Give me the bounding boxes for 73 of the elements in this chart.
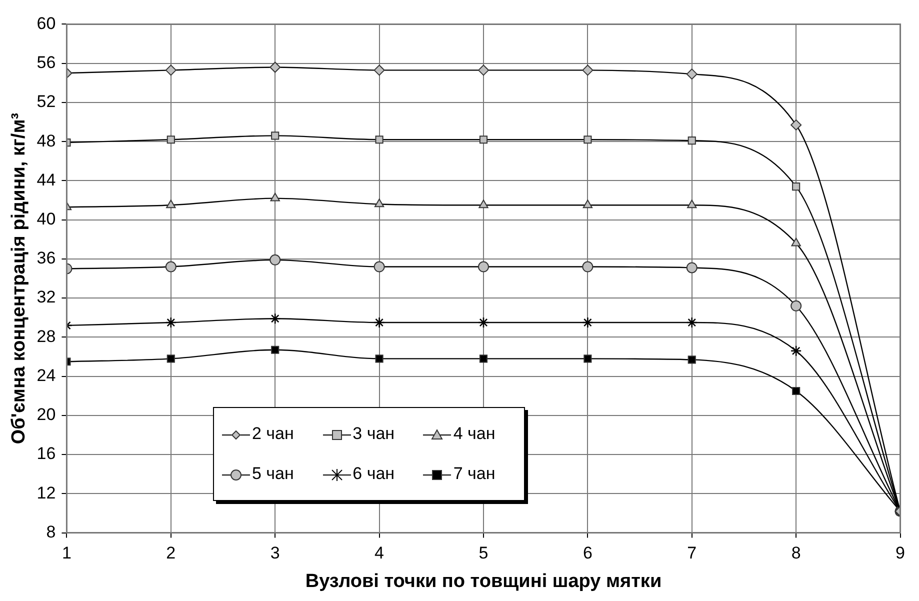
point	[478, 316, 490, 328]
point	[688, 356, 696, 364]
legend-label: 4 чан	[453, 424, 496, 443]
point	[375, 354, 384, 363]
point	[790, 345, 802, 357]
y-tick-label: 40	[36, 210, 56, 229]
point	[686, 262, 698, 274]
y-tick-label: 60	[36, 14, 56, 33]
point	[479, 136, 488, 144]
point	[270, 192, 280, 202]
point	[165, 316, 177, 328]
y-tick-label: 20	[36, 405, 56, 424]
point	[686, 68, 698, 80]
point	[478, 261, 489, 272]
y-tick-label: 56	[36, 53, 56, 72]
legend-label: 6 чан	[352, 464, 395, 483]
point	[269, 312, 281, 324]
point	[584, 354, 592, 363]
point	[479, 354, 488, 363]
x-tick-label: 1	[62, 544, 72, 563]
point	[582, 316, 594, 328]
point	[688, 136, 696, 145]
point	[166, 354, 175, 363]
point	[478, 64, 489, 76]
point	[790, 300, 802, 312]
y-tick-label: 44	[36, 170, 56, 190]
x-tick-label: 6	[582, 544, 592, 563]
point	[165, 64, 176, 76]
point	[270, 254, 281, 266]
point	[582, 200, 593, 208]
point	[271, 346, 280, 354]
point	[374, 316, 385, 328]
legend-label: 7 чан	[453, 464, 496, 483]
point	[270, 62, 281, 73]
legend-label: 3 чан	[352, 424, 395, 443]
x-tick-label: 3	[270, 544, 280, 563]
point	[791, 238, 801, 246]
y-tick-label: 32	[36, 288, 56, 307]
y-tick-label: 24	[36, 366, 56, 385]
y-tick-label: 36	[36, 248, 56, 268]
x-tick-label: 9	[896, 544, 906, 563]
point	[478, 200, 488, 208]
x-tick-label: 2	[166, 544, 176, 563]
x-tick-label: 7	[687, 544, 697, 563]
point	[582, 64, 594, 76]
y-tick-label: 12	[36, 483, 56, 502]
point	[166, 200, 176, 208]
y-tick-label: 28	[36, 326, 56, 346]
point	[375, 136, 384, 144]
point	[271, 132, 280, 140]
legend-label: 2 чан	[252, 424, 294, 443]
point	[374, 261, 385, 272]
point	[687, 200, 697, 208]
y-tick-label: 16	[36, 444, 56, 464]
point	[166, 136, 175, 144]
point	[792, 182, 800, 191]
legend-label: 5 чан	[252, 464, 294, 483]
y-tick-label: 8	[46, 522, 56, 542]
y-tick-label: 52	[36, 92, 56, 112]
y-axis-title: Об'ємна концентрація рідини, кг/м³	[8, 112, 30, 444]
x-axis-title: Вузлові точки по товщині шару мятки	[305, 570, 662, 592]
x-tick-label: 5	[478, 544, 488, 563]
point	[582, 261, 594, 272]
point	[792, 386, 800, 396]
x-tick-label: 8	[791, 544, 801, 563]
point	[165, 261, 176, 272]
point	[686, 316, 698, 328]
x-tick-label: 4	[374, 544, 384, 563]
point	[374, 64, 385, 76]
point	[374, 198, 384, 208]
y-tick-label: 48	[36, 131, 56, 150]
point	[790, 119, 802, 130]
point	[584, 136, 592, 144]
